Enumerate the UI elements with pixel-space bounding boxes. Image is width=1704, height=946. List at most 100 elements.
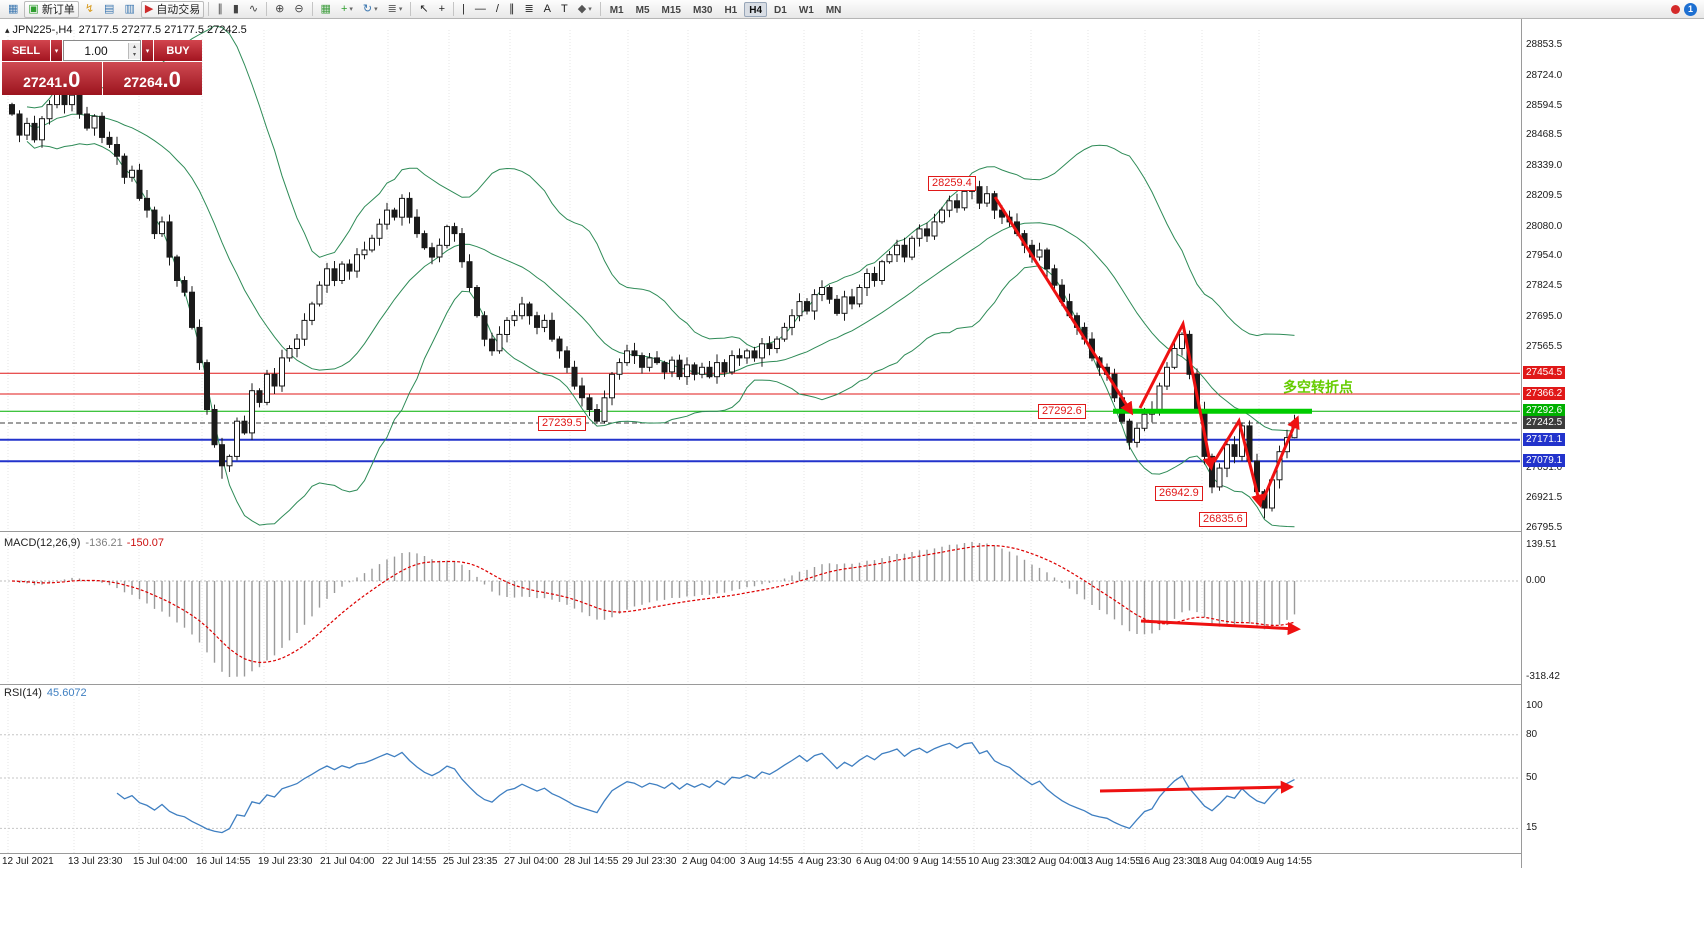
price-level-flag: 27454.5 [1523, 366, 1566, 379]
bar-chart-icon: ∥ [217, 2, 223, 15]
cursor-icon: ↖ [419, 2, 429, 15]
timeframe-h1[interactable]: H1 [724, 4, 738, 16]
time-axis-label: 16 Aug 23:30 [1139, 856, 1198, 867]
price-tick: 27565.5 [1526, 341, 1563, 352]
time-axis-label: 28 Jul 14:55 [564, 856, 619, 867]
price-tick: 28724.0 [1526, 70, 1563, 81]
timeframe-m30[interactable]: M30 [692, 4, 713, 16]
sell-button[interactable]: SELL [2, 40, 50, 61]
price-annotation[interactable]: 27292.6 [1038, 404, 1086, 419]
new-order-icon: ▣ [28, 2, 39, 15]
timeframe-m5[interactable]: M5 [635, 4, 650, 16]
arrows-icon: ◆ [577, 2, 587, 15]
tile-windows-button[interactable]: ▦ [317, 1, 335, 18]
buy-price[interactable]: 27264.0 [102, 62, 202, 95]
zoom-out-icon: ⊖ [294, 2, 304, 15]
alert-icon[interactable] [1671, 4, 1680, 14]
market-watch-button[interactable]: ▤ [100, 1, 118, 18]
stepper-up-icon[interactable]: ▴ [129, 42, 140, 51]
crosshair-button[interactable]: + [435, 1, 449, 18]
time-axis-label: 27 Jul 04:00 [504, 856, 559, 867]
time-axis-label: 4 Aug 23:30 [798, 856, 852, 867]
indicators-button[interactable]: + ▾ [337, 1, 357, 18]
cursor-button[interactable]: ↖ [415, 1, 432, 18]
chart-shift-button[interactable]: ≣ ▾ [384, 1, 407, 18]
candlestick-chart-icon: ▮ [232, 2, 239, 15]
sell-price[interactable]: 27241.0 [2, 62, 102, 95]
lightning-icon[interactable]: ↯ [81, 1, 98, 18]
candlestick-chart-button[interactable]: ▮ [229, 1, 243, 18]
rsi-tick: 15 [1526, 822, 1538, 833]
one-click-trade-panel: SELL ▾ ▴ ▾ ▾ BUY 27241.0 27264.0 [2, 40, 202, 95]
chart-window-icon: ▦ [8, 2, 19, 15]
fibonacci-icon: ≣ [524, 2, 534, 15]
price-annotation[interactable]: 28259.4 [928, 176, 976, 191]
time-axis-label: 10 Aug 23:30 [968, 856, 1027, 867]
price-level-flag: 27292.6 [1523, 404, 1566, 417]
dropdown-arrow-icon[interactable]: ▾ [588, 6, 592, 13]
chart-window-icon[interactable]: ▦ [4, 1, 22, 18]
chart-ohlc-values: 27177.5 27277.5 27177.5 27242.5 [78, 24, 247, 36]
price-tick: 27051.0 [1526, 462, 1563, 473]
dropdown-arrow-icon[interactable]: ▾ [349, 6, 353, 13]
toolbar-separator [208, 2, 210, 16]
toolbar-separator [311, 2, 313, 16]
buy-dropdown-arrow-icon[interactable]: ▾ [142, 40, 153, 61]
time-axis-label: 13 Jul 23:30 [68, 856, 123, 867]
zoom-out-button[interactable]: ⊖ [290, 1, 307, 18]
text-label-button[interactable]: T [557, 1, 572, 18]
arrows-button[interactable]: ◆ ▾ [574, 1, 596, 18]
time-axis-label: 19 Aug 14:55 [1253, 856, 1312, 867]
timeframe-h4[interactable]: H4 [744, 1, 768, 17]
text-label-icon: T [561, 2, 568, 15]
bar-chart-button[interactable]: ∥ [213, 1, 227, 18]
price-annotation[interactable]: 27239.5 [538, 416, 586, 431]
price-tick: 26795.5 [1526, 522, 1563, 533]
price-annotation[interactable]: 26942.9 [1155, 486, 1203, 501]
price-level-flag: 27079.1 [1523, 454, 1566, 467]
timeframe-w1[interactable]: W1 [798, 4, 814, 16]
notification-badge[interactable]: 1 [1684, 2, 1697, 16]
crosshair-icon: + [438, 2, 446, 15]
horizontal-line-button[interactable]: — [471, 1, 490, 18]
volume-field[interactable]: ▴ ▾ [63, 40, 141, 61]
timeframe-m1[interactable]: M1 [609, 4, 624, 16]
time-axis-label: 3 Aug 14:55 [740, 856, 794, 867]
text-button[interactable]: A [540, 1, 555, 18]
toolbar-separator [410, 2, 412, 16]
trendline-icon: / [495, 2, 499, 15]
vertical-line-button[interactable]: | [458, 1, 469, 18]
new-order-button[interactable]: ▣ 新订单 [24, 0, 79, 18]
volume-input[interactable] [64, 43, 128, 58]
rsi-indicator-label: RSI(14) 45.6072 [4, 687, 87, 699]
data-window-button[interactable]: ▥ [120, 1, 138, 18]
zoom-in-button[interactable]: ⊕ [271, 1, 288, 18]
stepper-down-icon[interactable]: ▾ [129, 50, 140, 59]
timeframe-d1[interactable]: D1 [774, 4, 787, 16]
macd-tick: 0.00 [1526, 575, 1546, 586]
lightning-icon: ↯ [84, 2, 95, 15]
dropdown-arrow-icon[interactable]: ▾ [374, 6, 378, 13]
timeframe-mn[interactable]: MN [825, 4, 842, 16]
fibonacci-button[interactable]: ≣ [520, 1, 537, 18]
tile-windows-icon: ▦ [320, 2, 331, 15]
line-chart-button[interactable]: ∿ [245, 1, 262, 18]
price-tick: 28339.0 [1526, 160, 1563, 171]
dropdown-arrow-icon[interactable]: ▾ [398, 6, 403, 13]
time-axis-label: 19 Jul 23:30 [258, 856, 313, 867]
price-level-flag: 27366.2 [1523, 387, 1566, 400]
volume-stepper[interactable]: ▴ ▾ [128, 42, 140, 59]
time-axis-label: 13 Aug 14:55 [1082, 856, 1141, 867]
buy-button[interactable]: BUY [154, 40, 202, 61]
channel-button[interactable]: ∥ [505, 1, 519, 18]
turning-point-label[interactable]: 多空转折点 [1283, 379, 1353, 395]
trendline-button[interactable]: / [492, 1, 503, 18]
price-tick: 28468.5 [1526, 129, 1563, 140]
sell-dropdown-arrow-icon[interactable]: ▾ [51, 40, 62, 61]
refresh-button[interactable]: ↻ ▾ [359, 1, 382, 18]
autotrading-button[interactable]: ▶ 自动交易 [140, 0, 205, 18]
chart-shift-icon: ≣ [387, 2, 397, 15]
price-annotation[interactable]: 26835.6 [1199, 512, 1247, 527]
timeframe-m15[interactable]: M15 [661, 4, 681, 16]
